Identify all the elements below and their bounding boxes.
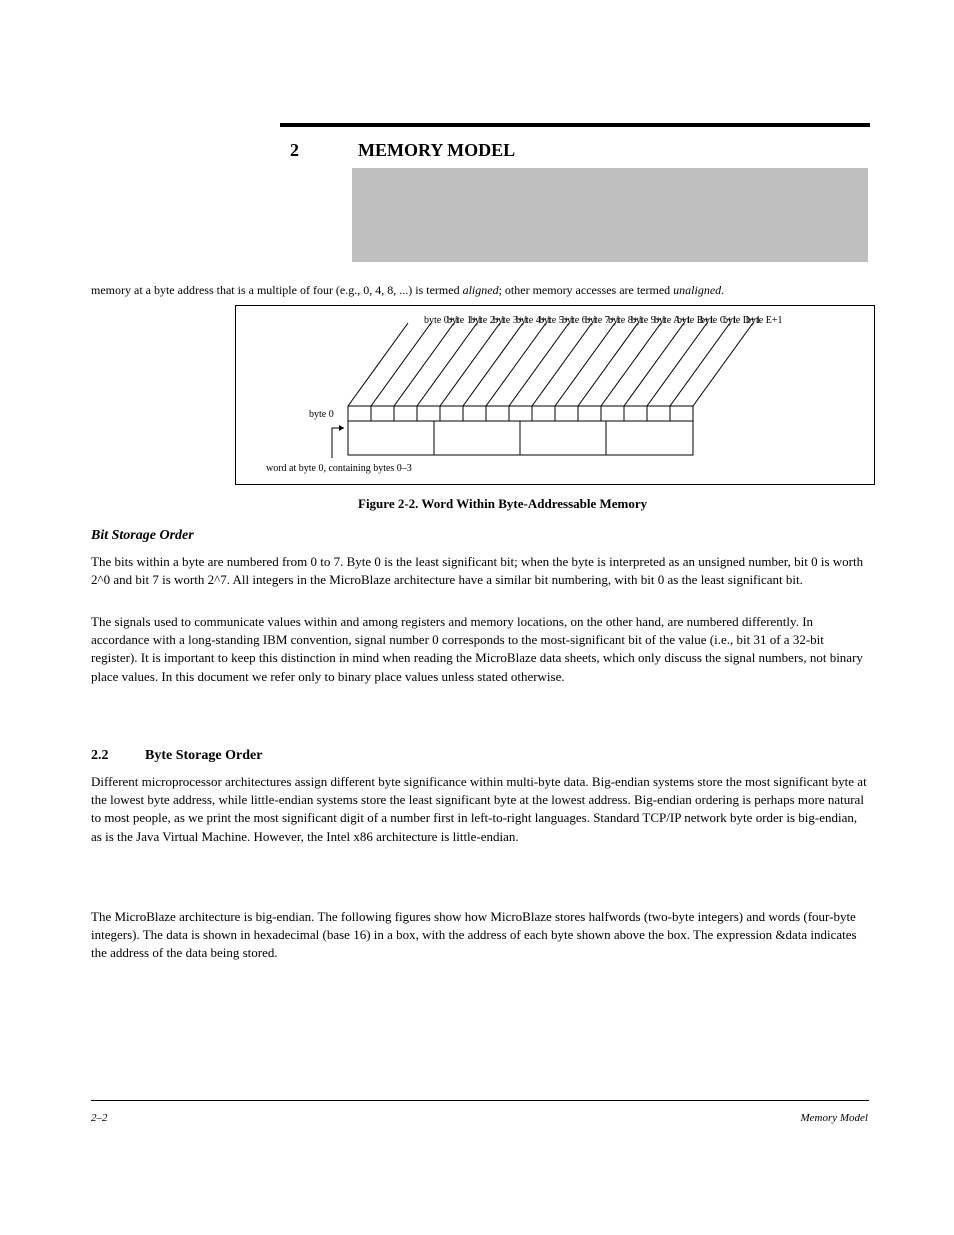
word-arrow-label: word at byte 0, containing bytes 0–3 — [266, 463, 412, 474]
footer-rule — [91, 1100, 869, 1101]
bit-storage-order-heading: Bit Storage Order — [91, 528, 194, 544]
section-title: MEMORY MODEL — [358, 140, 515, 161]
figure-svg: byte E+1 byte D+1 byte C+1 byte B+1 byte… — [236, 306, 876, 486]
aligned-italic: aligned — [463, 283, 499, 297]
byte-order-paragraph-2: The MicroBlaze architecture is big-endia… — [91, 908, 871, 963]
gray-placeholder-box — [352, 168, 868, 262]
section-rule — [280, 123, 870, 127]
para1-post: ; other memory accesses are termed — [499, 283, 674, 297]
para1-end: . — [721, 283, 724, 297]
section-number: 2 — [290, 140, 299, 161]
alignment-paragraph: memory at a byte address that is a multi… — [91, 283, 871, 298]
section-2-2-number: 2.2 — [91, 748, 109, 764]
figure-2-2: byte E+1 byte D+1 byte C+1 byte B+1 byte… — [235, 305, 875, 485]
byte-order-paragraph-1: Different microprocessor architectures a… — [91, 773, 871, 846]
unaligned-italic: unaligned — [673, 283, 721, 297]
footer-section-name: Memory Model — [800, 1112, 868, 1124]
section-2-2-title: Byte Storage Order — [145, 748, 262, 764]
bit-storage-paragraph-1: The bits within a byte are numbered from… — [91, 553, 871, 589]
byte-0-label: byte 0 — [309, 409, 334, 420]
byte-label-0: byte 0+1 — [424, 315, 459, 326]
footer-page-number: 2–2 — [91, 1112, 108, 1124]
bit-storage-paragraph-2: The signals used to communicate values w… — [91, 613, 871, 686]
figure-caption: Figure 2-2. Word Within Byte-Addressable… — [358, 496, 647, 512]
para1-pre: memory at a byte address that is a multi… — [91, 283, 463, 297]
